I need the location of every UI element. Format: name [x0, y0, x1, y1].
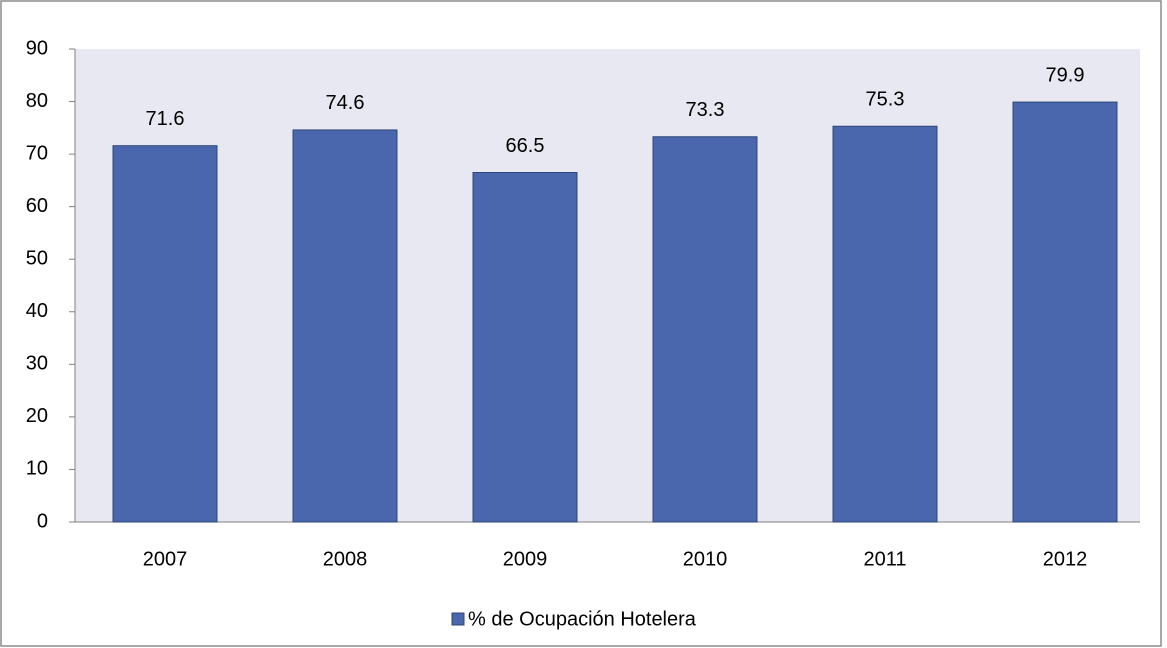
bar	[1012, 101, 1118, 523]
y-tick-label: 30	[26, 353, 48, 375]
bar	[472, 172, 578, 523]
legend-label: % de Ocupación Hotelera	[468, 608, 697, 630]
bar	[112, 145, 218, 523]
data-label: 75.3	[866, 89, 905, 111]
data-label: 71.6	[146, 108, 185, 130]
y-tick-label: 60	[26, 195, 48, 217]
x-tick-label: 2012	[1043, 548, 1088, 570]
y-tick-label: 50	[26, 248, 48, 270]
bar	[292, 129, 398, 523]
bar	[652, 136, 758, 523]
y-tick-label: 90	[26, 37, 48, 59]
bar	[832, 125, 938, 523]
y-tick-label: 20	[26, 405, 48, 427]
x-tick-label: 2008	[323, 548, 368, 570]
y-tick-label: 70	[26, 142, 48, 164]
data-label: 79.9	[1046, 64, 1085, 86]
data-label: 66.5	[506, 135, 545, 157]
y-tick-label: 40	[26, 300, 48, 322]
x-tick-label: 2010	[683, 548, 728, 570]
x-tick-label: 2009	[503, 548, 548, 570]
y-tick-label: 10	[26, 458, 48, 480]
y-tick-label: 0	[37, 510, 48, 532]
plot-area	[75, 49, 1140, 522]
x-tick-label: 2011	[863, 548, 906, 570]
y-tick-label: 80	[26, 90, 48, 112]
data-label: 74.6	[326, 92, 365, 114]
data-label: 73.3	[686, 99, 725, 121]
legend-swatch	[451, 612, 465, 626]
x-tick-label: 2007	[143, 548, 188, 570]
